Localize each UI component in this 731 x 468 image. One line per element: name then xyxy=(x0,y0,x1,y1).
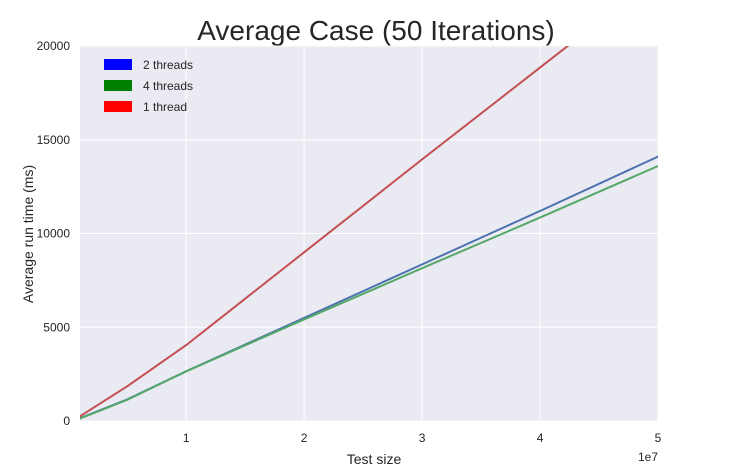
legend-swatch xyxy=(104,59,132,70)
legend-swatch xyxy=(104,101,132,112)
x-tick-label: 4 xyxy=(537,431,544,445)
y-tick-labels: 0 5000 10000 15000 20000 xyxy=(37,39,71,428)
x-tick-label: 5 xyxy=(655,431,662,445)
plot-area xyxy=(80,45,659,422)
x-offset-label: 1e7 xyxy=(638,450,658,464)
legend-label: 2 threads xyxy=(143,58,193,72)
y-tick-label: 0 xyxy=(63,414,70,428)
grid-layer xyxy=(80,45,659,422)
legend: 2 threads 4 threads 1 thread xyxy=(104,58,193,114)
chart-title: Average Case (50 Iterations) xyxy=(197,15,554,46)
y-tick-label: 20000 xyxy=(37,39,71,53)
x-tick-label: 2 xyxy=(301,431,308,445)
series-line-3 xyxy=(80,46,570,418)
y-tick-label: 5000 xyxy=(43,320,70,334)
legend-swatch xyxy=(104,80,132,91)
series-line-2 xyxy=(80,165,658,420)
series-layer xyxy=(80,46,658,420)
y-axis-label: Average run time (ms) xyxy=(20,165,36,303)
x-tick-label: 1 xyxy=(183,431,190,445)
y-tick-label: 15000 xyxy=(37,133,71,147)
y-tick-label: 10000 xyxy=(37,227,71,241)
x-tick-label: 3 xyxy=(419,431,426,445)
x-tick-labels: 1 2 3 4 5 xyxy=(183,431,662,445)
legend-label: 4 threads xyxy=(143,79,193,93)
legend-label: 1 thread xyxy=(143,100,187,114)
x-axis-label: Test size xyxy=(347,451,402,467)
